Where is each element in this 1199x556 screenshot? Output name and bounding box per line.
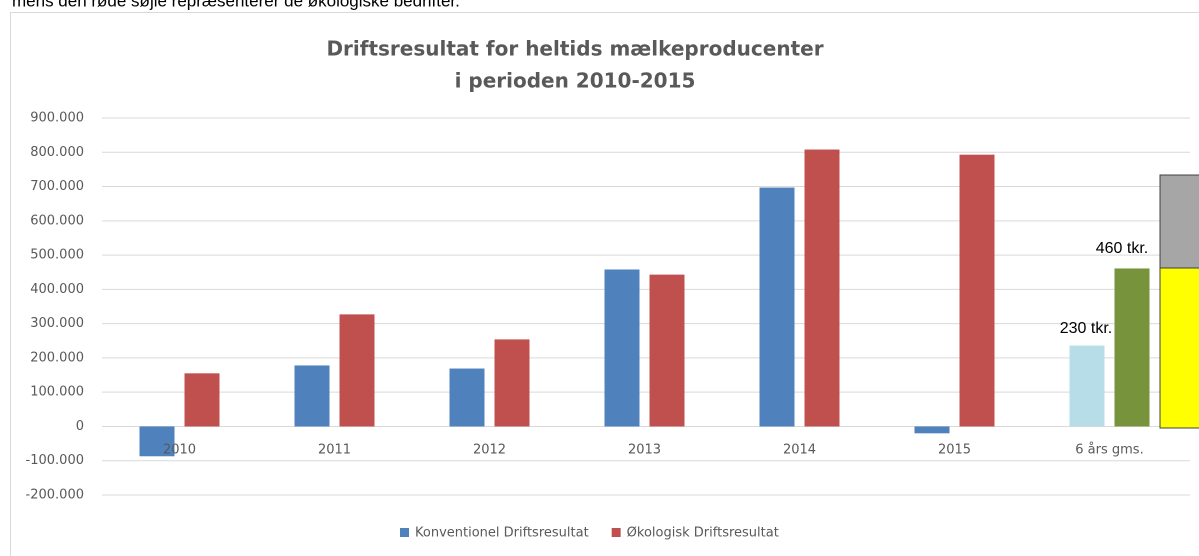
x-tick-label: 2014	[783, 443, 816, 458]
annotation: 460 tkr.	[1096, 240, 1148, 257]
y-tick-label: 600.000	[30, 213, 84, 228]
legend-label: Økologisk Driftsresultat	[627, 526, 779, 541]
y-tick-label: -200.000	[26, 488, 84, 503]
bar	[914, 426, 950, 434]
x-tick-label: 2015	[938, 443, 971, 458]
y-tick-label: -100.000	[26, 453, 84, 468]
bar	[649, 274, 685, 427]
bar	[1069, 345, 1105, 427]
x-tick-label: 2011	[318, 443, 351, 458]
chart-title: i perioden 2010-2015	[455, 69, 696, 93]
bar	[959, 154, 995, 427]
x-tick-label: 2010	[163, 443, 196, 458]
bar	[139, 426, 175, 457]
x-tick-label: 2012	[473, 443, 506, 458]
bar	[184, 373, 220, 427]
bar	[604, 269, 640, 427]
y-tick-label: 300.000	[30, 316, 84, 331]
bar	[759, 187, 795, 427]
bar	[494, 339, 530, 427]
y-tick-label: 0	[76, 419, 84, 434]
legend-label: Konventionel Driftsresultat	[415, 526, 589, 541]
gray-box	[1159, 174, 1199, 269]
y-tick-label: 100.000	[30, 385, 84, 400]
yellow-box	[1159, 267, 1199, 429]
bar	[449, 368, 485, 427]
y-tick-label: 400.000	[30, 282, 84, 297]
y-tick-label: 500.000	[30, 248, 84, 263]
bar	[804, 149, 840, 427]
y-tick-label: 700.000	[30, 179, 84, 194]
legend-swatch	[611, 528, 621, 537]
bar	[294, 365, 330, 427]
bar	[339, 314, 375, 427]
bar	[1114, 268, 1150, 427]
x-tick-label: 6 års gms.	[1075, 443, 1143, 458]
x-tick-label: 2013	[628, 443, 661, 458]
y-tick-label: 200.000	[30, 350, 84, 365]
legend-swatch	[400, 528, 409, 537]
y-tick-label: 800.000	[30, 145, 84, 160]
annotation: 230 tkr.	[1060, 320, 1112, 337]
chart-title: Driftsresultat for heltids mælkeproducen…	[326, 37, 823, 61]
caption: mens den røde søjle repræsenterer de øko…	[12, 0, 460, 10]
y-tick-label: 900.000	[30, 111, 84, 126]
